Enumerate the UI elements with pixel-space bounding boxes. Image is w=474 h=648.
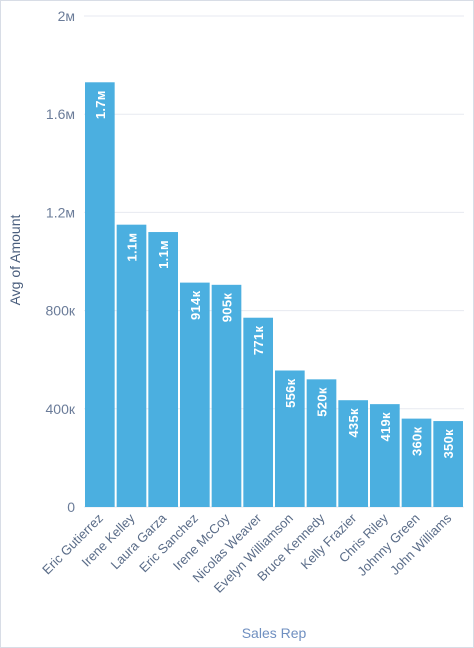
bar[interactable]	[148, 232, 178, 508]
bar[interactable]	[306, 379, 337, 507]
bar-data-label: 435к	[346, 408, 361, 438]
bar-data-label: 360к	[410, 426, 425, 456]
bar-data-label: 419к	[378, 412, 393, 442]
bar-data-label: 520к	[315, 387, 330, 417]
bar-data-label: 914к	[188, 290, 203, 320]
bar-data-label: 350к	[441, 429, 456, 459]
bar[interactable]	[180, 282, 210, 507]
y-tick-label: 2м	[58, 8, 75, 24]
gridlines	[84, 15, 464, 508]
bar[interactable]	[211, 284, 242, 507]
bar[interactable]	[370, 404, 400, 507]
y-tick-label: 800к	[46, 303, 76, 319]
bar-data-label: 556к	[283, 378, 298, 408]
bar-data-label: 905к	[220, 293, 235, 323]
bar[interactable]	[275, 370, 305, 507]
bar[interactable]	[433, 421, 463, 507]
bar-data-label: 1.7м	[93, 90, 108, 119]
x-axis-title: Sales Rep	[242, 625, 307, 641]
bar[interactable]	[338, 400, 368, 507]
y-tick-label: 1.6м	[46, 106, 75, 122]
y-tick-label: 1.2м	[46, 204, 75, 220]
bars: 1.7м 1.1м 1.1м 914к 905к 771к 556к 520к 435к 419к…	[85, 82, 463, 508]
bar-data-label: 771к	[251, 326, 266, 356]
y-axis-title: Avg of Amount	[7, 214, 23, 305]
bar[interactable]	[85, 82, 115, 507]
bar-data-label: 1.1м	[156, 240, 171, 269]
y-axis-ticks: 0 400к 800к 1.2м 1.6м 2м	[46, 8, 76, 515]
bar-data-label: 1.1м	[125, 233, 140, 262]
bar[interactable]	[243, 317, 273, 507]
bar[interactable]	[401, 418, 432, 507]
y-tick-label: 0	[67, 499, 75, 515]
y-tick-label: 400к	[46, 401, 76, 417]
bar[interactable]	[116, 224, 147, 508]
